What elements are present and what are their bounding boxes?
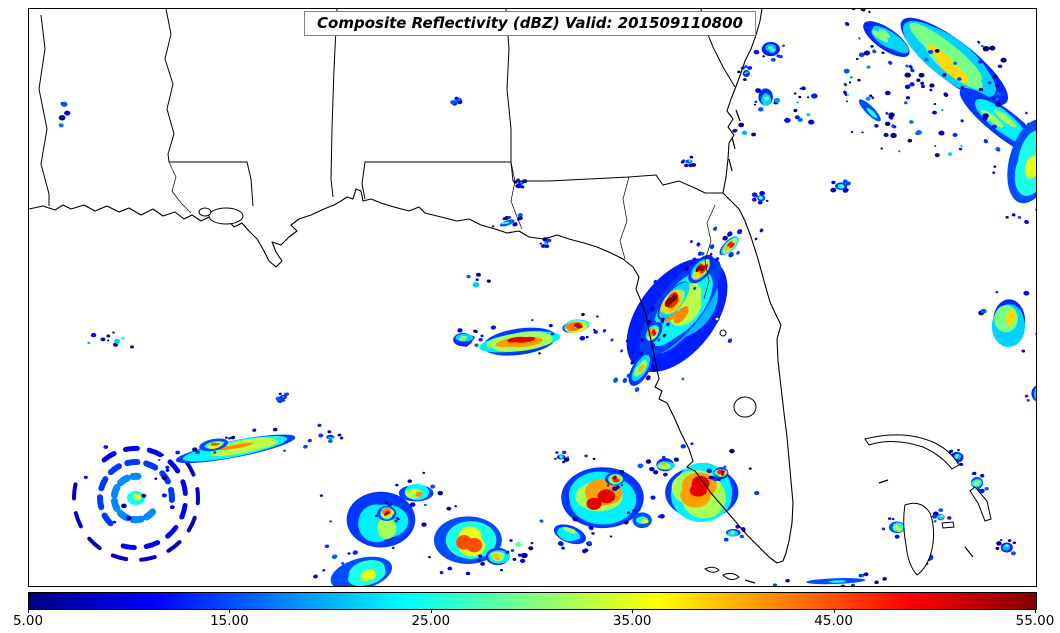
colorbar xyxy=(28,592,1037,610)
colorbar-tick xyxy=(632,609,634,613)
colorbar-tick-label: 15.00 xyxy=(210,613,249,629)
colorbar-tick xyxy=(229,609,231,613)
colorbar-tick xyxy=(28,609,29,613)
radar-echoes-layer xyxy=(58,9,1036,586)
map-area xyxy=(28,8,1037,587)
colorbar-tick-label: 5.00 xyxy=(12,613,44,629)
map-canvas xyxy=(29,9,1036,586)
colorbar-tick xyxy=(833,609,835,613)
plot-title: Composite Reflectivity (dBZ) Valid: 2015… xyxy=(304,11,756,36)
colorbar-tick-label: 45.00 xyxy=(814,613,853,629)
colorbar-tick xyxy=(1035,609,1036,613)
colorbar-tick-label: 55.00 xyxy=(1015,613,1055,629)
colorbar-tick-label: 25.00 xyxy=(411,613,451,629)
colorbar-tick xyxy=(430,609,432,613)
geo-boundaries-layer xyxy=(29,9,992,584)
plot-title-text: Composite Reflectivity (dBZ) Valid: 2015… xyxy=(317,14,743,32)
colorbar-tick-label: 35.00 xyxy=(612,613,652,629)
